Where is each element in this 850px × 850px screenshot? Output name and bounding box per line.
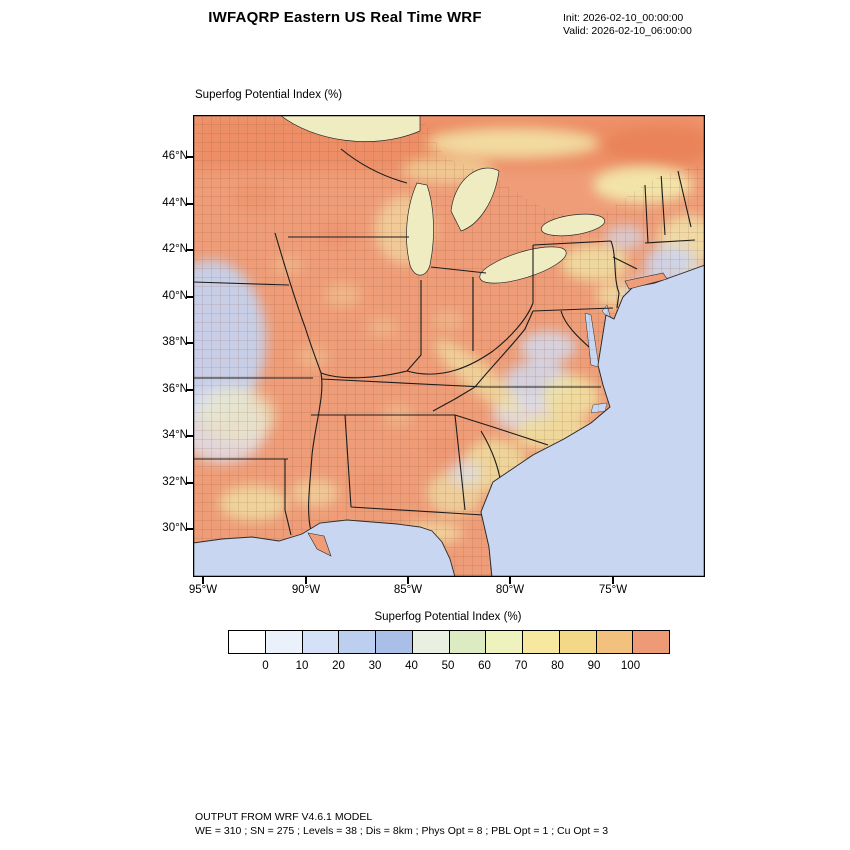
colorbar-cell xyxy=(523,631,560,653)
lat-tick-label: 32°N xyxy=(162,476,188,488)
lat-tick-mark xyxy=(186,435,193,437)
colorbar-cell xyxy=(412,631,450,653)
lon-tick-mark xyxy=(202,577,204,584)
colorbar-tick-label: 40 xyxy=(405,660,418,672)
map-field-label: Superfog Potential Index (%) xyxy=(195,89,343,101)
lake-ontario xyxy=(540,213,606,237)
lon-tick-mark xyxy=(509,577,511,584)
lake-superior xyxy=(278,114,421,142)
lat-tick-mark xyxy=(186,156,193,158)
colorbar-cell xyxy=(302,631,340,653)
colorbar-tick-label: 50 xyxy=(441,660,455,672)
map-frame xyxy=(192,114,706,578)
lake-michigan xyxy=(406,182,434,276)
colorbar-cell xyxy=(486,631,523,653)
colorbar-cell xyxy=(449,631,487,653)
long-island xyxy=(624,272,668,290)
lat-tick-label: 34°N xyxy=(162,429,188,441)
colorbar-cell xyxy=(559,631,597,653)
lat-tick-label: 46°N xyxy=(162,150,188,162)
colorbar-cell xyxy=(265,631,303,653)
footer-line2: WE = 310 ; SN = 275 ; Levels = 38 ; Dis … xyxy=(195,825,609,837)
colorbar-tick-label: 60 xyxy=(478,660,491,672)
lat-tick-mark xyxy=(186,482,193,484)
lon-tick-label: 75°W xyxy=(598,584,628,596)
lon-tick-label: 95°W xyxy=(188,584,218,596)
colorbar-tick-label: 100 xyxy=(620,660,641,672)
lat-tick-mark xyxy=(186,528,193,530)
great-lakes xyxy=(278,114,606,284)
lon-tick-mark xyxy=(407,577,409,584)
colorbar-tick-label: 80 xyxy=(551,660,564,672)
lon-tick-label: 80°W xyxy=(495,584,525,596)
colorbar-cell xyxy=(376,631,413,653)
lat-tick-mark xyxy=(186,249,193,251)
valid-time: Valid: 2026-02-10_06:00:00 xyxy=(563,25,692,37)
colorbar-tick-label: 0 xyxy=(262,660,269,672)
lat-tick-label: 44°N xyxy=(162,197,188,209)
lat-tick-label: 42°N xyxy=(162,243,188,255)
lake-huron xyxy=(450,167,500,232)
colorbar-tick-label: 30 xyxy=(368,660,382,672)
lat-tick-mark xyxy=(186,203,193,205)
lat-tick-label: 38°N xyxy=(162,336,188,348)
colorbar xyxy=(228,630,670,654)
footer-line1: OUTPUT FROM WRF V4.6.1 MODEL xyxy=(195,811,373,823)
colorbar-tick-label: 20 xyxy=(332,660,345,672)
lat-tick-mark xyxy=(186,389,193,391)
wrf-map xyxy=(156,114,743,590)
lat-tick-mark xyxy=(186,342,193,344)
colorbar-cell xyxy=(229,631,266,653)
lat-tick-label: 40°N xyxy=(162,290,188,302)
lat-tick-label: 36°N xyxy=(162,383,188,395)
colorbar-cell xyxy=(339,631,376,653)
colorbar-cell xyxy=(596,631,634,653)
lat-tick-label: 30°N xyxy=(162,522,188,534)
lon-tick-mark xyxy=(612,577,614,584)
colorbar-tick-label: 10 xyxy=(295,660,309,672)
run-info: Init: 2026-02-10_00:00:00 Valid: 2026-02… xyxy=(563,12,692,38)
lake-erie xyxy=(479,246,567,284)
mississippi-delta xyxy=(307,532,332,557)
state-borders xyxy=(193,148,696,536)
map-canvas xyxy=(156,114,743,590)
page-title: IWFAQRP Eastern US Real Time WRF xyxy=(208,9,482,26)
colorbar-tick-label: 70 xyxy=(514,660,528,672)
lon-tick-label: 90°W xyxy=(291,584,321,596)
colorbar-cell xyxy=(633,631,669,653)
lon-tick-label: 85°W xyxy=(393,584,423,596)
lon-tick-mark xyxy=(305,577,307,584)
lat-tick-mark xyxy=(186,296,193,298)
colorbar-title: Superfog Potential Index (%) xyxy=(374,611,522,623)
colorbar-tick-label: 90 xyxy=(587,660,601,672)
footer: OUTPUT FROM WRF V4.6.1 MODEL WE = 310 ; … xyxy=(195,810,608,838)
init-time: Init: 2026-02-10_00:00:00 xyxy=(563,12,684,24)
